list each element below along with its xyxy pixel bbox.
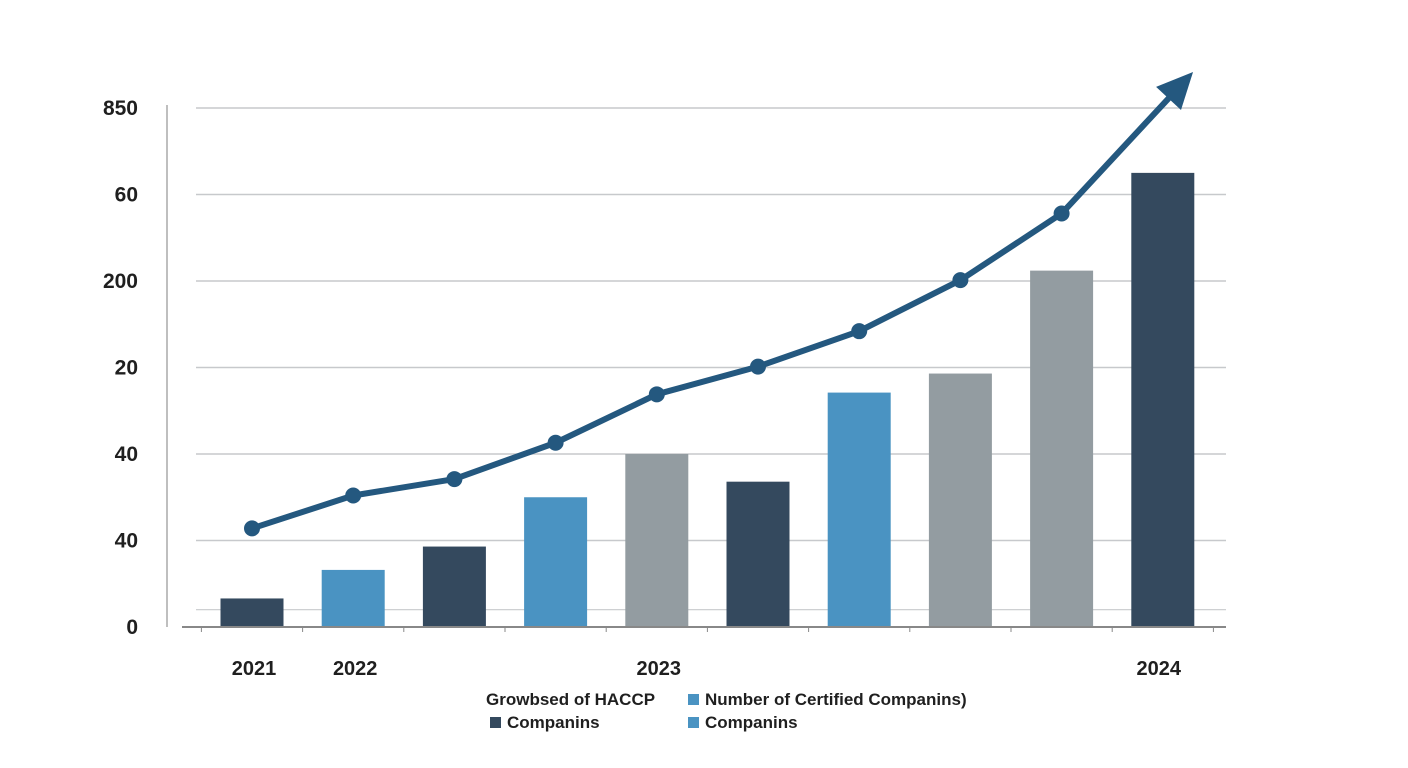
- trend-point: [345, 487, 362, 504]
- legend-swatch-blue: [688, 717, 699, 728]
- bar: [1131, 172, 1195, 627]
- legend-label: Growbsed of HACCP: [486, 690, 656, 709]
- trend-line: [244, 72, 1194, 537]
- legend-swatch-dark: [490, 717, 501, 728]
- bars: [220, 172, 1195, 627]
- bar: [422, 546, 486, 627]
- bar: [220, 598, 284, 627]
- bar: [726, 481, 790, 627]
- y-tick-label: 40: [115, 530, 138, 553]
- legend-swatch-blue: [688, 694, 699, 705]
- legend-label: Number of Certified Companins): [705, 690, 967, 709]
- trend-point: [446, 471, 463, 488]
- x-tick-labels: 2021 2022 2023 2024: [232, 658, 1182, 680]
- x-tick-label: 2021: [232, 658, 277, 680]
- legend-entry: Number of Certified Companins): [688, 690, 967, 710]
- legend: Growbsed of HACCP Number of Certified Co…: [486, 690, 1046, 750]
- trend-point: [750, 358, 766, 375]
- trend-arrow-head: [1156, 72, 1194, 110]
- legend-entry: Companins: [688, 713, 798, 733]
- trend-point: [851, 323, 868, 340]
- trend-line-path: [249, 95, 1172, 532]
- trend-point: [1053, 205, 1070, 222]
- bar: [1030, 270, 1094, 627]
- legend-entry: Companins: [490, 713, 600, 733]
- y-tick-label: 0: [126, 616, 138, 639]
- bar: [827, 392, 891, 627]
- y-tick-labels: 0 40 40 20 200 60 850: [103, 97, 138, 639]
- x-tick-label: 2022: [333, 658, 378, 680]
- legend-label: Companins: [705, 713, 798, 732]
- bar: [928, 373, 992, 627]
- legend-label: Companins: [507, 713, 600, 732]
- x-tick-label: 2023: [637, 658, 682, 680]
- trend-point: [547, 434, 564, 451]
- bar: [625, 454, 689, 627]
- y-tick-label: 40: [115, 443, 138, 466]
- bar: [321, 569, 385, 627]
- y-tick-label: 850: [103, 97, 138, 120]
- y-tick-label: 60: [115, 184, 138, 207]
- bar: [524, 497, 588, 627]
- y-tick-label: 20: [115, 357, 138, 380]
- trend-point: [244, 520, 260, 537]
- y-tick-label: 200: [103, 270, 138, 293]
- x-tick-label: 2024: [1137, 658, 1182, 680]
- trend-point: [952, 272, 969, 289]
- legend-entry: Growbsed of HACCP: [486, 690, 655, 710]
- axes: [166, 105, 1226, 632]
- trend-point: [648, 386, 665, 403]
